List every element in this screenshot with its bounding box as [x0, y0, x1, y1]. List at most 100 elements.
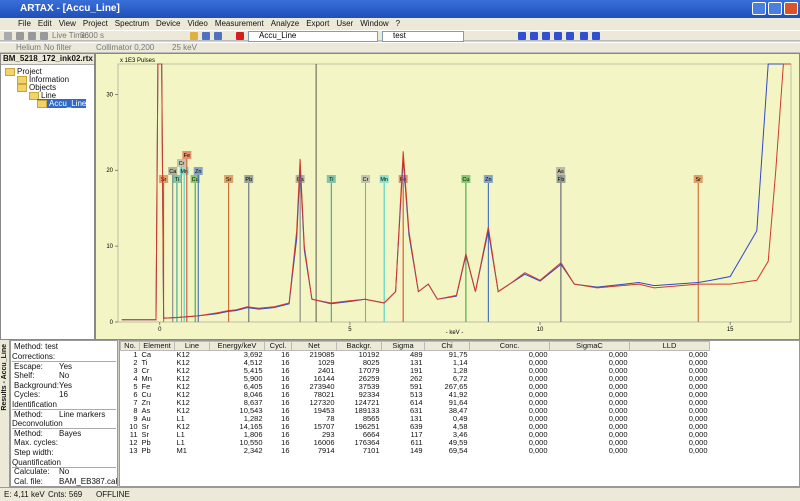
tree-item[interactable]: Information	[17, 75, 69, 84]
table-cell: 16144	[313, 374, 335, 383]
menu-item[interactable]: Edit	[37, 19, 52, 28]
setting-row: Quantification	[12, 458, 116, 468]
marker-label-box	[168, 167, 178, 175]
table-cell: 16	[281, 358, 290, 367]
table-row[interactable]: 8 As K12 10,543 16 19453 189133 631 38,47 0,000 0,…	[121, 407, 710, 415]
menu-item[interactable]: Window	[360, 19, 389, 28]
table-cell: 16	[281, 446, 290, 455]
table-row[interactable]: 2 Ti K12 4,512 16 1029 8025 131 1,14 0,000 0,000 0,…	[121, 359, 710, 367]
table-cell: K12	[176, 358, 190, 367]
table-cell: 16	[281, 430, 290, 439]
side-tab[interactable]: Results - Accu_Line	[0, 340, 10, 487]
table-cell: 38,47	[448, 406, 468, 415]
table-cell: 0,000	[688, 414, 708, 423]
table-cell: 0,000	[608, 414, 628, 423]
menu-item[interactable]: Export	[306, 19, 330, 28]
status-bar: E: 4,11 keV Cnts: 569 OFFLINE	[0, 487, 800, 501]
table-row[interactable]: 1 Ca K12 3,692 16 219085 10192 489 91,75 0,000 0,0…	[121, 351, 710, 360]
setting-row: Shelf: No	[14, 372, 69, 380]
marker-label: Cu	[462, 177, 469, 183]
table-cell: 16	[281, 366, 290, 375]
marker-label-box	[172, 175, 182, 183]
marker-label-box	[483, 175, 493, 183]
menu-item[interactable]: File	[18, 19, 31, 28]
tool-icon[interactable]	[530, 32, 538, 40]
marker-label-box	[361, 175, 371, 183]
table-cell: 13	[129, 446, 138, 455]
table-cell: 176364	[354, 438, 380, 447]
column-header[interactable]: LLD	[629, 341, 710, 351]
table-row[interactable]: 9 Au L1 1,282 16 78 8565 131 0,49 0,000 0,000 0,000	[121, 415, 710, 423]
maximize-button[interactable]	[768, 2, 782, 15]
table-cell: 7101	[362, 446, 380, 455]
tool-icon[interactable]	[4, 32, 12, 40]
table-cell: 10192	[358, 350, 380, 359]
setting-value: 16	[59, 390, 68, 400]
tool-icon[interactable]	[214, 32, 222, 40]
table-cell: 0,000	[528, 398, 548, 407]
table-cell: 14,165	[239, 422, 263, 431]
table-cell: 37539	[358, 382, 380, 391]
tool-icon[interactable]	[592, 32, 600, 40]
tree-item[interactable]: Accu_Line	[37, 99, 87, 108]
table-row[interactable]: 6 Cu K12 8,046 16 78021 92334 513 41,92 0,000 0,00…	[121, 391, 710, 399]
minimize-button[interactable]	[752, 2, 766, 15]
table-row[interactable]: 10 Sr K12 14,165 16 15707 196251 639 4,58 0,000 0,…	[121, 423, 710, 431]
method-combo[interactable]: test	[382, 31, 464, 42]
table-cell: 4,58	[452, 422, 468, 431]
table-row[interactable]: 7 Zn K12 8,637 16 127320 124721 614 91,64 0,000 0,…	[121, 399, 710, 407]
tree-label: Objects	[29, 83, 57, 92]
menu-item[interactable]: Analyze	[270, 19, 300, 28]
table-cell: 0,000	[688, 350, 708, 359]
marker-label: Zn	[195, 169, 201, 175]
tree-label: Accu_Line	[49, 99, 87, 108]
menu-item[interactable]: Device	[156, 19, 181, 28]
table-cell: 10,550	[239, 438, 263, 447]
tool-icon[interactable]	[202, 32, 210, 40]
tool-icon[interactable]	[40, 32, 48, 40]
tool-icon[interactable]	[580, 32, 588, 40]
spectrum-line	[121, 63, 791, 321]
table-cell: 3	[133, 366, 138, 375]
marker-label: Zn	[485, 177, 491, 183]
menu-item[interactable]: ?	[395, 19, 401, 28]
table-cell: 16	[281, 374, 290, 383]
menu-item[interactable]: Project	[82, 19, 108, 28]
marker-label: Pb	[245, 177, 252, 183]
x-tick-label: 15	[727, 327, 734, 333]
y-tick-label: 30	[106, 92, 113, 98]
tool-icon[interactable]	[28, 32, 36, 40]
tool-icon[interactable]	[554, 32, 562, 40]
tree-item[interactable]: Objects	[17, 83, 56, 92]
tool-icon[interactable]	[542, 32, 550, 40]
table-cell: 26259	[358, 374, 380, 383]
tool-icon[interactable]	[190, 32, 198, 40]
close-button[interactable]	[784, 2, 798, 15]
menu-item[interactable]: Video	[187, 19, 208, 28]
table-cell: 0,000	[688, 398, 708, 407]
tree-item[interactable]: Line	[29, 91, 56, 100]
tool-icon[interactable]	[566, 32, 574, 40]
table-row[interactable]: 12 Pb L1 10,550 16 16006 176364 611 49,59 0,000 0,…	[121, 439, 710, 447]
table-row[interactable]: 5 Fe K12 6,405 16 273940 37539 591 267,65 0,000 0,…	[121, 383, 710, 391]
table-row[interactable]: 11 Sr L1 1,806 16 293 6664 117 3,46 0,000 0,000 0,0…	[121, 431, 710, 439]
menu-item[interactable]: View	[58, 19, 76, 28]
table-cell: 10	[129, 422, 138, 431]
table-row[interactable]: 3 Cr K12 5,415 16 2401 17079 191 1,28 0,000 0,000 0…	[121, 367, 710, 375]
tree-label: Information	[29, 75, 70, 84]
table-row[interactable]: 4 Mn K12 5,900 16 16144 26259 262 6,72 0,000 0,000…	[121, 375, 710, 383]
table-cell: 8,046	[243, 390, 263, 399]
table-row[interactable]: 13 Pb M1 2,342 16 7914 7101 149 69,54 0,000 0,000 0…	[121, 447, 710, 455]
tool-icon[interactable]	[236, 32, 244, 40]
tree-item[interactable]: Project	[5, 67, 42, 76]
spectrum-combo[interactable]: Accu_Line	[248, 31, 378, 42]
tool-icon[interactable]	[16, 32, 24, 40]
table-cell: 0,000	[608, 438, 628, 447]
tool-icon[interactable]	[518, 32, 526, 40]
menu-item[interactable]: User	[336, 19, 354, 28]
plot-background	[96, 54, 799, 339]
tree-label: Line	[41, 91, 57, 100]
menu-item[interactable]: Measurement	[214, 19, 264, 28]
menu-item[interactable]: Spectrum	[114, 19, 150, 28]
